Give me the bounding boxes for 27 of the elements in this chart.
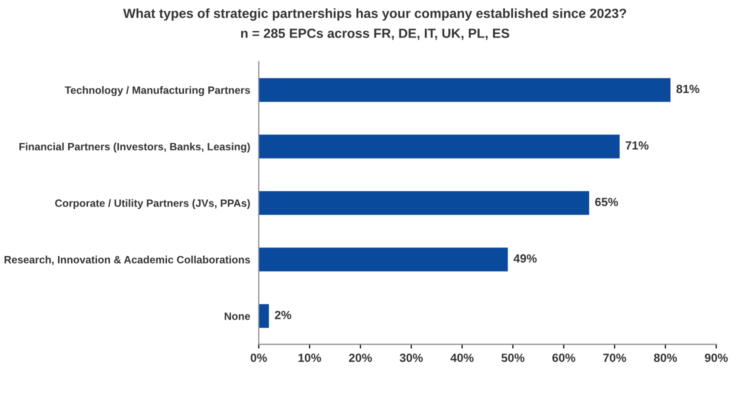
bar (258, 134, 620, 158)
y-tick-label: None (224, 312, 250, 320)
y-tick-label: Financial Partners (Investors, Banks, Leasing) (19, 142, 250, 153)
chart-title: What types of strategic partnerships has your company established since 2023? (123, 8, 626, 21)
x-tick-label: 50% (501, 354, 524, 362)
x-tick-label: 0% (250, 354, 267, 362)
x-tick-label: 90% (704, 354, 728, 362)
x-tick-label: 20% (349, 354, 372, 362)
data-label: 49% (514, 254, 537, 263)
y-tick-label: Research, Innovation & Academic Collaborations (4, 256, 250, 265)
bar (258, 248, 508, 272)
x-tick-label: 40% (450, 354, 474, 362)
data-label: 2% (274, 310, 292, 320)
data-label: 71% (626, 141, 649, 150)
x-tick-label: 60% (552, 354, 576, 362)
x-tick-label: 80% (654, 354, 677, 362)
bar (258, 78, 670, 102)
x-tick-label: 10% (298, 354, 322, 362)
data-label: 65% (595, 198, 618, 206)
bar (258, 191, 590, 215)
x-tick-label: 70% (603, 354, 626, 362)
x-tick-label: 30% (400, 354, 423, 362)
y-tick-label: Technology / Manufacturing Partners (64, 86, 250, 96)
data-label: 81% (676, 84, 700, 94)
chart-subtitle: n = 285 EPCs across FR, DE, IT, UK, PL, ES (241, 28, 510, 40)
y-tick-label: Corporate / Utility Partners (JVs, PPAs) (55, 199, 250, 209)
bar (258, 304, 269, 328)
